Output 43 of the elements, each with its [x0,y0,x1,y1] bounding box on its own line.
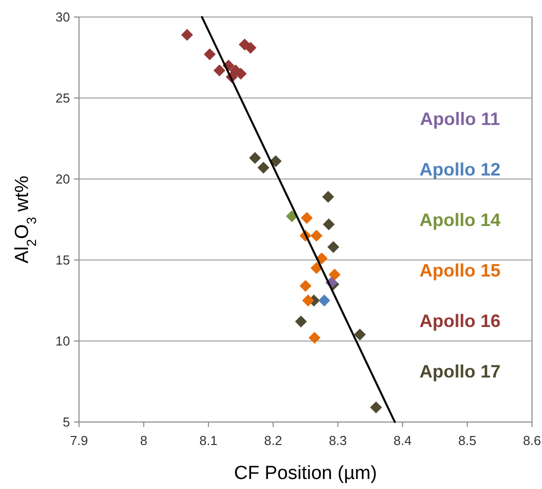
y-tick-label: 30 [56,10,70,24]
point [302,294,314,306]
point [286,210,298,222]
point [328,268,341,281]
point [295,316,307,328]
point [257,162,270,174]
point [270,155,282,168]
point [308,332,320,344]
x-tick-label: 8.4 [394,433,412,448]
point [249,152,261,164]
text: Apollo 12 [419,160,501,180]
point [310,230,322,242]
y-tick-label: 25 [56,90,70,106]
point [244,42,256,54]
point [322,190,334,203]
text: Apollo 15 [419,260,501,280]
x-tick-label: 8.3 [328,433,347,448]
text: Apollo 16 [419,311,501,331]
x-tick-label: 8.6 [522,433,542,448]
text: Apollo 17 [419,362,501,382]
x-tick-label: 8.2 [264,433,282,448]
point [327,241,340,253]
point [310,262,322,274]
point [204,48,216,60]
x-tick-label: 7.9 [70,433,88,448]
x-tick-label: 8.1 [199,433,218,448]
text: Apollo 11 [420,109,500,129]
y-tick-label: 15 [56,252,70,268]
x-tick-label: 8.5 [458,433,476,448]
point [213,64,226,76]
point [300,280,312,292]
y-tick-label: 5 [62,414,70,430]
y-tick-label: 20 [56,172,70,186]
point [181,28,194,41]
point [354,328,366,340]
point [370,401,382,414]
text: Apollo 14 [419,210,501,230]
point [318,294,330,306]
point [300,212,313,224]
point [322,218,335,230]
x-tick-label: 8 [140,433,148,448]
y-tick-label: 10 [56,334,70,348]
x-axis-title: CF Position (µm) [234,463,377,484]
